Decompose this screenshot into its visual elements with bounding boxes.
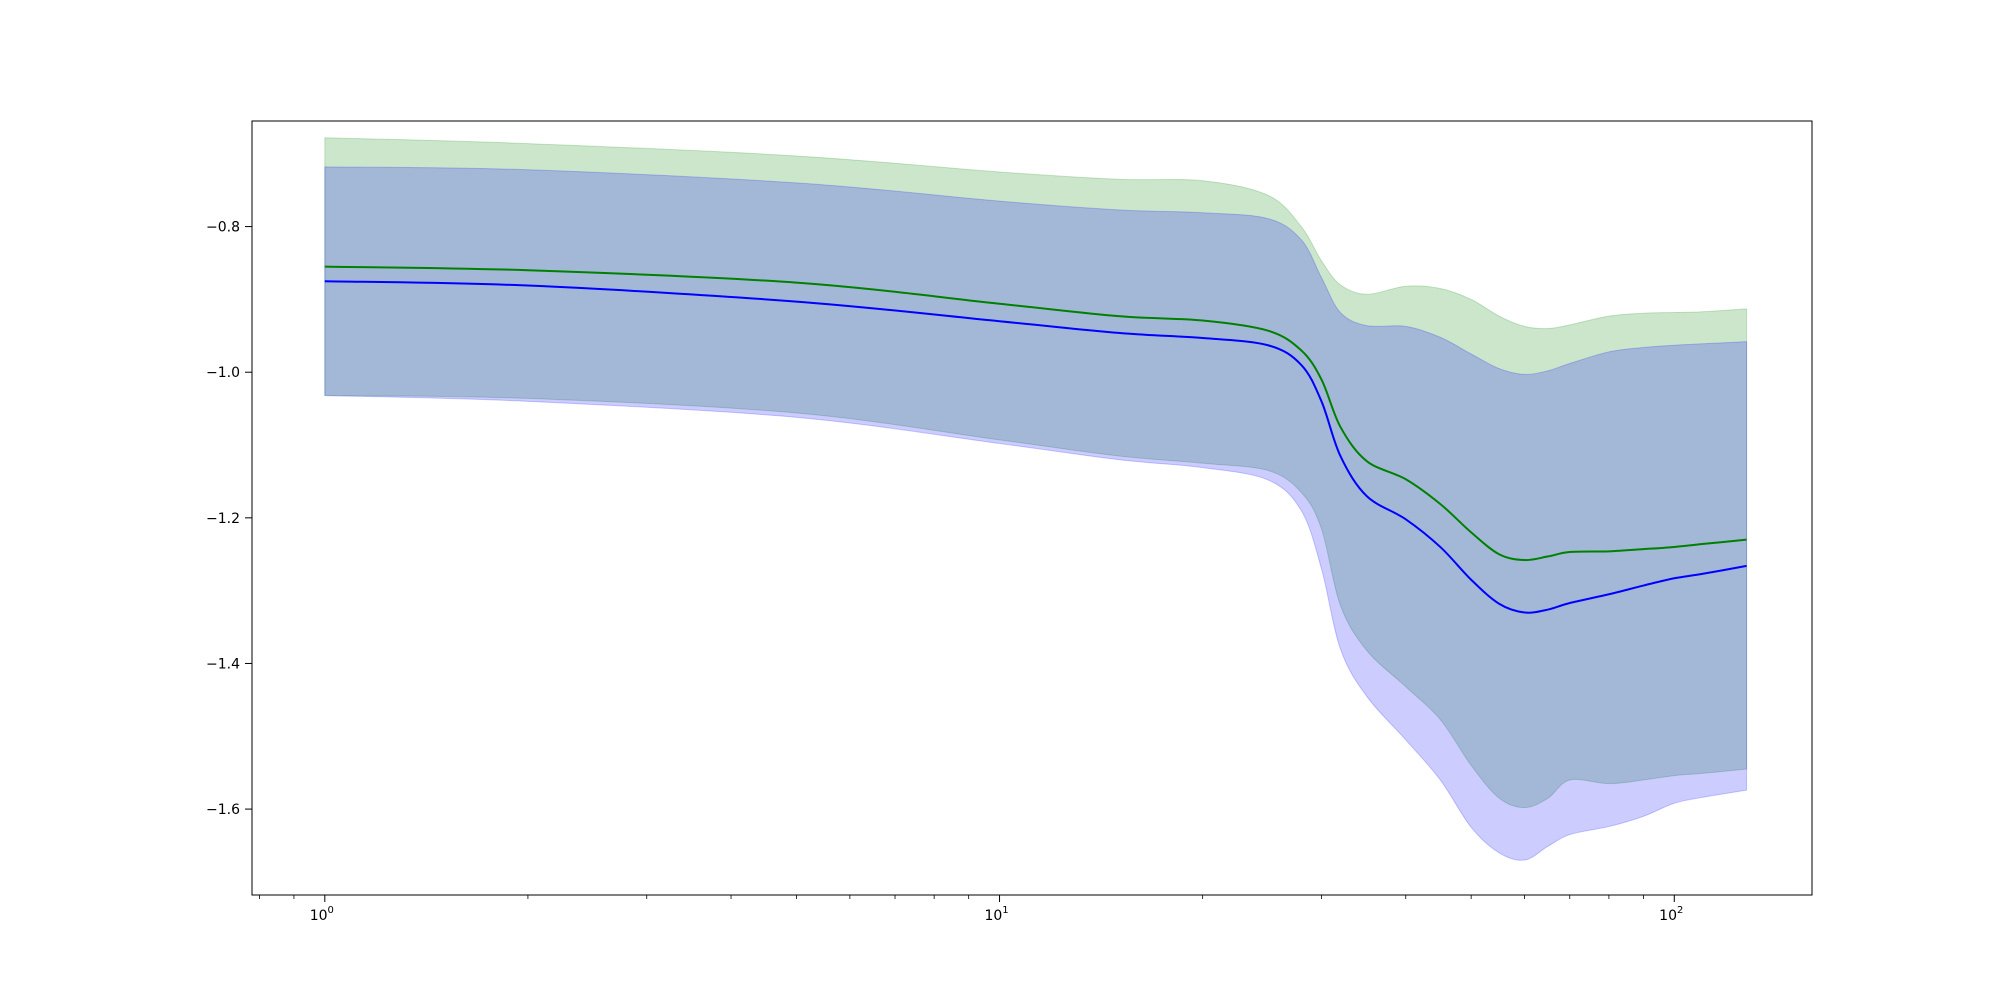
y-tick-label: −1.4 [206, 656, 240, 672]
x-tick-label: 101 [984, 905, 1008, 924]
x-tick-base: 10 [1659, 908, 1677, 924]
y-tick-label: −1.0 [206, 365, 240, 381]
x-minor-ticks [259, 895, 1644, 899]
series-2-line [324, 280, 1747, 614]
y-tick-label: −1.2 [206, 511, 240, 527]
y-tick-label: −0.8 [206, 220, 240, 236]
series-2-band [324, 166, 1748, 861]
x-tick-base: 10 [310, 908, 328, 924]
series-1-line [324, 265, 1747, 562]
x-tick-label: 102 [1659, 905, 1683, 924]
x-tick-exponent: 2 [1677, 905, 1683, 916]
x-tick-exponent: 1 [1002, 905, 1008, 916]
confidence-bands [324, 137, 1748, 861]
x-tick-exponent: 0 [328, 905, 334, 916]
y-axis: −0.8 −1.0 −1.2 −1.4 −1.6 [206, 220, 252, 818]
series-1-band [324, 137, 1748, 809]
mean-lines [324, 265, 1747, 614]
y-tick-label: −1.6 [206, 802, 240, 818]
axes-frame [251, 120, 1813, 896]
x-axis: 100 101 102 [310, 895, 1683, 924]
x-tick-label: 100 [310, 905, 334, 924]
x-tick-base: 10 [984, 908, 1002, 924]
